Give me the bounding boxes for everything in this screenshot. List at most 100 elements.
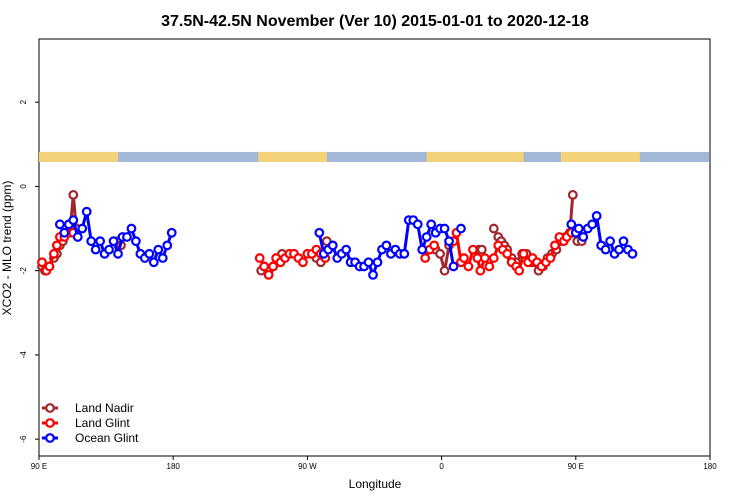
- ocean-glint-point: [614, 244, 624, 255]
- land-glint-point: [37, 257, 47, 268]
- land-glint-point: [475, 265, 486, 276]
- land-nadir-point: [476, 244, 487, 255]
- x-axis-label: Longitude: [349, 477, 402, 491]
- land-glint-point: [429, 240, 440, 251]
- land-band: [426, 151, 524, 162]
- x-tick-label: 90 W: [298, 462, 317, 471]
- ocean-glint-point: [363, 257, 374, 268]
- land-band: [39, 151, 119, 162]
- land-glint-point: [459, 253, 469, 263]
- legend-marker-land-nadir: [45, 403, 55, 413]
- y-tick-label: -4: [19, 351, 28, 359]
- land-glint-point: [518, 248, 529, 259]
- ocean-glint-point: [104, 244, 114, 255]
- land-glint-point: [488, 253, 499, 263]
- ocean-glint-point: [412, 219, 423, 230]
- ocean-glint-point: [372, 257, 383, 268]
- ocean-glint-point: [421, 232, 432, 242]
- x-tick-label: 90 E: [568, 462, 584, 471]
- land-glint-point: [463, 261, 474, 272]
- ocean-glint-point: [591, 211, 602, 221]
- land-nadir-point: [435, 248, 446, 259]
- land-glint-point: [550, 240, 560, 251]
- land-glint-point: [484, 261, 495, 272]
- ocean-glint-point: [122, 232, 132, 242]
- land-glint-point: [545, 253, 556, 263]
- ocean-glint-point: [95, 236, 106, 247]
- land-nadir-point: [68, 189, 79, 200]
- ocean-glint-point: [108, 236, 119, 247]
- legend-marker-land-glint: [45, 418, 55, 428]
- ocean-glint-point: [59, 227, 70, 238]
- chart-title: 37.5N-42.5N November (Ver 10) 2015-01-01…: [161, 13, 589, 30]
- land-glint-point: [502, 248, 513, 259]
- x-tick-label: 0: [439, 462, 444, 471]
- x-tick-label: 90 E: [31, 462, 47, 471]
- ocean-glint-point: [618, 236, 629, 247]
- land-ocean-strip: [39, 151, 709, 162]
- ocean-glint-point: [126, 223, 137, 234]
- land-glint-point: [479, 253, 490, 263]
- land-glint-point: [254, 253, 265, 263]
- ocean-glint-point: [426, 219, 437, 230]
- legend-label-land-glint: Land Glint: [75, 416, 130, 430]
- land-glint-point: [268, 261, 279, 272]
- ocean-glint-point: [131, 236, 141, 247]
- ocean-glint-point: [578, 232, 589, 242]
- land-nadir-point: [567, 189, 578, 200]
- land-glint-point: [514, 265, 525, 276]
- ocean-glint-point: [162, 240, 173, 251]
- legend-marker-ocean-glint: [45, 433, 55, 443]
- ocean-glint-point: [566, 219, 577, 230]
- ocean-glint-point: [587, 219, 598, 230]
- ocean-glint-point: [68, 215, 79, 226]
- legend-label-land-nadir: Land Nadir: [75, 401, 134, 415]
- y-tick-label: 0: [19, 184, 28, 189]
- ocean-glint-point: [314, 227, 325, 238]
- land-nadir-point: [439, 265, 450, 276]
- legend-label-ocean-glint: Ocean Glint: [75, 431, 139, 445]
- ocean-glint-point: [439, 223, 450, 234]
- y-tick-label: -6: [19, 435, 28, 443]
- ocean-glint-point: [54, 219, 65, 230]
- ocean-glint-point: [627, 248, 638, 259]
- land-glint-point: [259, 261, 270, 272]
- ocean-glint-point: [448, 261, 459, 272]
- land-glint-point: [44, 261, 55, 272]
- ocean-glint-point: [341, 244, 352, 255]
- ocean-glint-point: [444, 236, 454, 247]
- ocean-glint-point: [417, 244, 428, 255]
- ocean-glint-point: [600, 244, 611, 255]
- land-glint-point: [263, 269, 274, 280]
- ocean-glint-point: [166, 227, 177, 238]
- ocean-glint-point: [81, 206, 92, 217]
- land-band: [258, 151, 327, 162]
- land-band: [560, 151, 640, 162]
- x-tick-label: 180: [703, 462, 717, 471]
- land-nadir-point: [488, 223, 499, 234]
- ocean-glint-point: [77, 223, 88, 234]
- axis-ticks: 90 E 180 90 W 0 90 E 180 2 0 -2 -4 -6: [19, 99, 717, 471]
- ocean-glint-point: [381, 240, 392, 251]
- land-glint-point: [468, 244, 478, 255]
- land-glint-point: [51, 240, 62, 251]
- ocean-glint-point: [144, 248, 155, 259]
- ocean-glint-point: [327, 240, 338, 251]
- ocean-band: [40, 151, 709, 162]
- ocean-glint-point: [113, 248, 123, 259]
- ocean-glint-point: [605, 236, 615, 247]
- ocean-glint-point: [399, 248, 410, 259]
- x-tick-label: 180: [167, 462, 181, 471]
- ocean-glint-point: [573, 223, 584, 234]
- land-glint-point: [420, 253, 431, 263]
- data-series: [37, 189, 638, 280]
- ocean-glint-point: [86, 236, 97, 247]
- ocean-glint-point: [90, 244, 101, 255]
- ocean-glint-point: [148, 257, 159, 268]
- ocean-glint-point: [157, 253, 168, 263]
- land-glint-point: [298, 257, 308, 268]
- y-axis-label: XCO2 - MLO trend (ppm): [0, 181, 14, 316]
- land-glint-point: [49, 248, 59, 259]
